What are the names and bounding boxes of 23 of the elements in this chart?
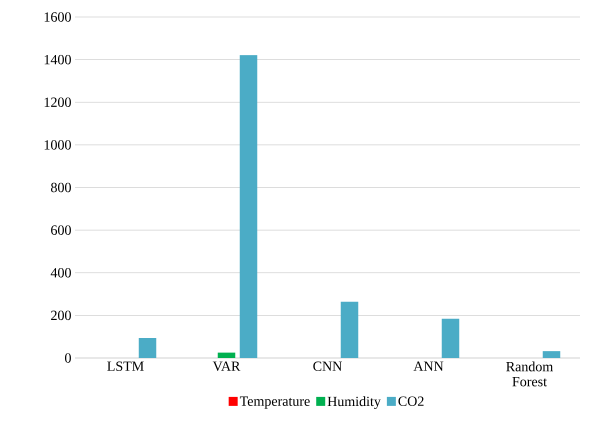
x-tick-label: ANN xyxy=(413,362,444,371)
x-tick-label: LSTM xyxy=(107,362,144,371)
y-tick-label: 1200 xyxy=(44,98,71,107)
y-tick-label: 400 xyxy=(50,268,71,278)
y-tick-label: 800 xyxy=(51,182,71,192)
y-tick-label: 600 xyxy=(51,225,71,235)
x-tick-label: CNN xyxy=(313,362,342,371)
legend-label: Humidity xyxy=(328,396,381,410)
bar xyxy=(240,55,258,358)
bar xyxy=(442,318,460,358)
bar xyxy=(542,351,560,358)
bar xyxy=(218,352,236,358)
bar xyxy=(138,338,156,358)
y-tick-label: 1600 xyxy=(44,12,71,22)
legend-label: CO2 xyxy=(398,396,424,406)
x-tick-label: VAR xyxy=(212,362,240,371)
y-tick-label: 0 xyxy=(65,353,71,363)
y-tick-label: 1400 xyxy=(44,54,71,64)
y-tick-label: 200 xyxy=(51,310,71,320)
y-tick-label: 1000 xyxy=(44,140,71,150)
bar xyxy=(340,302,358,358)
x-tick-label: Random Forest xyxy=(506,362,554,386)
legend-label: Temperature xyxy=(240,396,310,409)
